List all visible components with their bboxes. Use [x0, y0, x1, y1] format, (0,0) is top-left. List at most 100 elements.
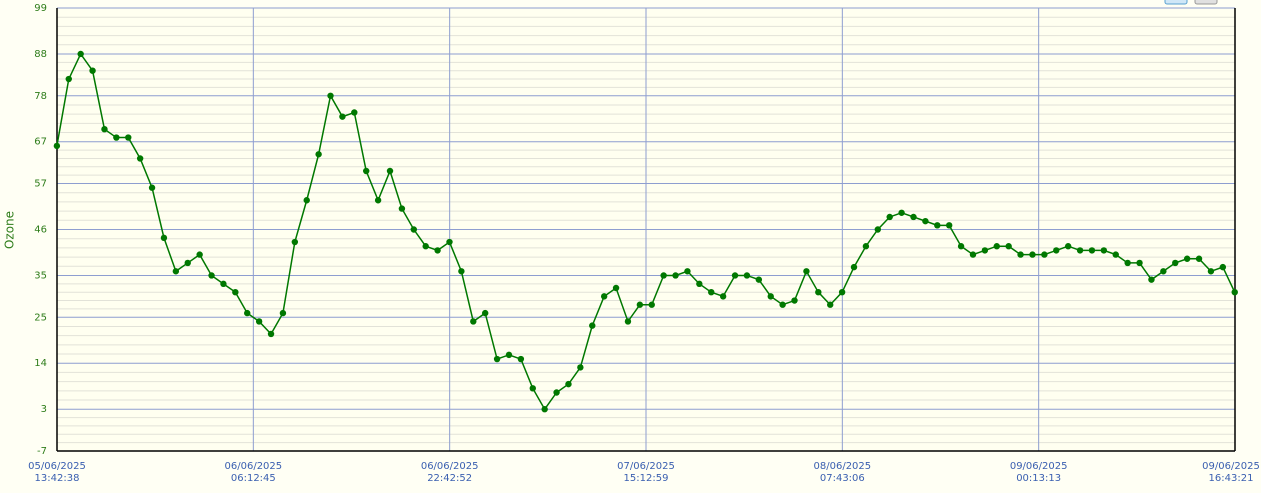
point: [244, 309, 251, 317]
point: [612, 284, 620, 292]
point: [398, 205, 406, 212]
line: [56, 52, 1236, 411]
point: [339, 113, 346, 120]
point: [517, 355, 525, 363]
y-tick-label: 35: [34, 270, 47, 281]
point: [969, 251, 977, 258]
point: [934, 222, 941, 229]
point: [838, 288, 846, 296]
point: [648, 301, 655, 308]
x-tick-label: 06/06/2025 06:12:45: [224, 461, 283, 484]
point: [791, 297, 798, 304]
point: [719, 293, 727, 300]
point: [957, 243, 965, 250]
point: [708, 288, 715, 296]
point: [327, 92, 334, 99]
y-tick-label: -7: [37, 446, 47, 457]
x-tick-label: 09/06/2025 00:13:13: [1009, 461, 1068, 484]
y-tick-label: 67: [34, 137, 47, 148]
view-button[interactable]: [1164, 0, 1188, 5]
point: [1076, 247, 1084, 254]
point: [208, 272, 215, 279]
point: [1100, 247, 1108, 254]
point: [113, 134, 120, 141]
y-tick-label: 14: [34, 358, 47, 369]
x-tick-label: 06/06/2025 22:42:52: [420, 461, 479, 484]
point: [850, 263, 858, 271]
point: [77, 50, 84, 58]
point: [493, 355, 501, 363]
point: [1136, 259, 1143, 267]
y-axis-label: Ozone: [3, 211, 17, 249]
point: [684, 268, 691, 275]
point: [1029, 251, 1036, 258]
y-tick-label: 88: [34, 49, 47, 60]
point: [434, 247, 441, 254]
point: [1207, 268, 1215, 275]
point: [1219, 263, 1227, 271]
point: [136, 155, 144, 162]
point: [1053, 247, 1060, 254]
point: [636, 301, 644, 308]
point: [351, 109, 358, 116]
point: [172, 268, 180, 275]
point: [981, 247, 989, 254]
point: [363, 167, 370, 175]
point: [910, 213, 917, 221]
point: [553, 389, 560, 396]
point: [481, 309, 489, 317]
point: [125, 134, 132, 141]
point: [410, 226, 418, 233]
point: [874, 226, 882, 233]
point: [184, 259, 191, 267]
point: [1231, 288, 1238, 296]
point: [993, 243, 1000, 250]
point: [1160, 268, 1167, 275]
point: [101, 125, 108, 133]
point: [600, 293, 608, 300]
x-tick-label: 05/06/2025 13:42:38: [28, 461, 86, 484]
point: [470, 318, 477, 325]
point: [1005, 243, 1012, 250]
point: [577, 364, 584, 371]
point: [232, 288, 239, 296]
point: [1183, 255, 1191, 262]
point: [755, 276, 763, 283]
point: [922, 217, 929, 225]
point: [886, 213, 893, 221]
x-tick-label: 07/06/2025 15:12:59: [617, 461, 675, 484]
y-tick-label: 25: [34, 312, 47, 323]
point: [53, 142, 61, 150]
point: [458, 268, 465, 275]
x-tick-label: 08/06/2025 07:43:06: [813, 461, 872, 484]
point: [505, 351, 513, 359]
view-button[interactable]: [1194, 0, 1218, 5]
point: [529, 385, 536, 392]
point: [589, 322, 596, 329]
point: [1112, 251, 1119, 258]
point: [827, 301, 834, 308]
point: [767, 293, 774, 300]
point: [446, 238, 453, 246]
point: [803, 268, 810, 275]
point: [565, 380, 572, 388]
point: [374, 197, 382, 204]
point: [743, 272, 751, 279]
point: [89, 67, 96, 74]
point: [1172, 259, 1179, 267]
point: [1017, 251, 1024, 258]
point: [862, 243, 870, 250]
y-tick-label: 78: [34, 91, 47, 102]
point: [660, 272, 667, 279]
point: [541, 406, 548, 413]
point: [1195, 255, 1203, 262]
point: [422, 243, 429, 250]
point: [731, 272, 739, 279]
point: [255, 318, 263, 325]
point: [196, 251, 203, 258]
point: [898, 209, 905, 216]
y-tick-label: 46: [34, 225, 47, 236]
point: [1088, 247, 1096, 254]
